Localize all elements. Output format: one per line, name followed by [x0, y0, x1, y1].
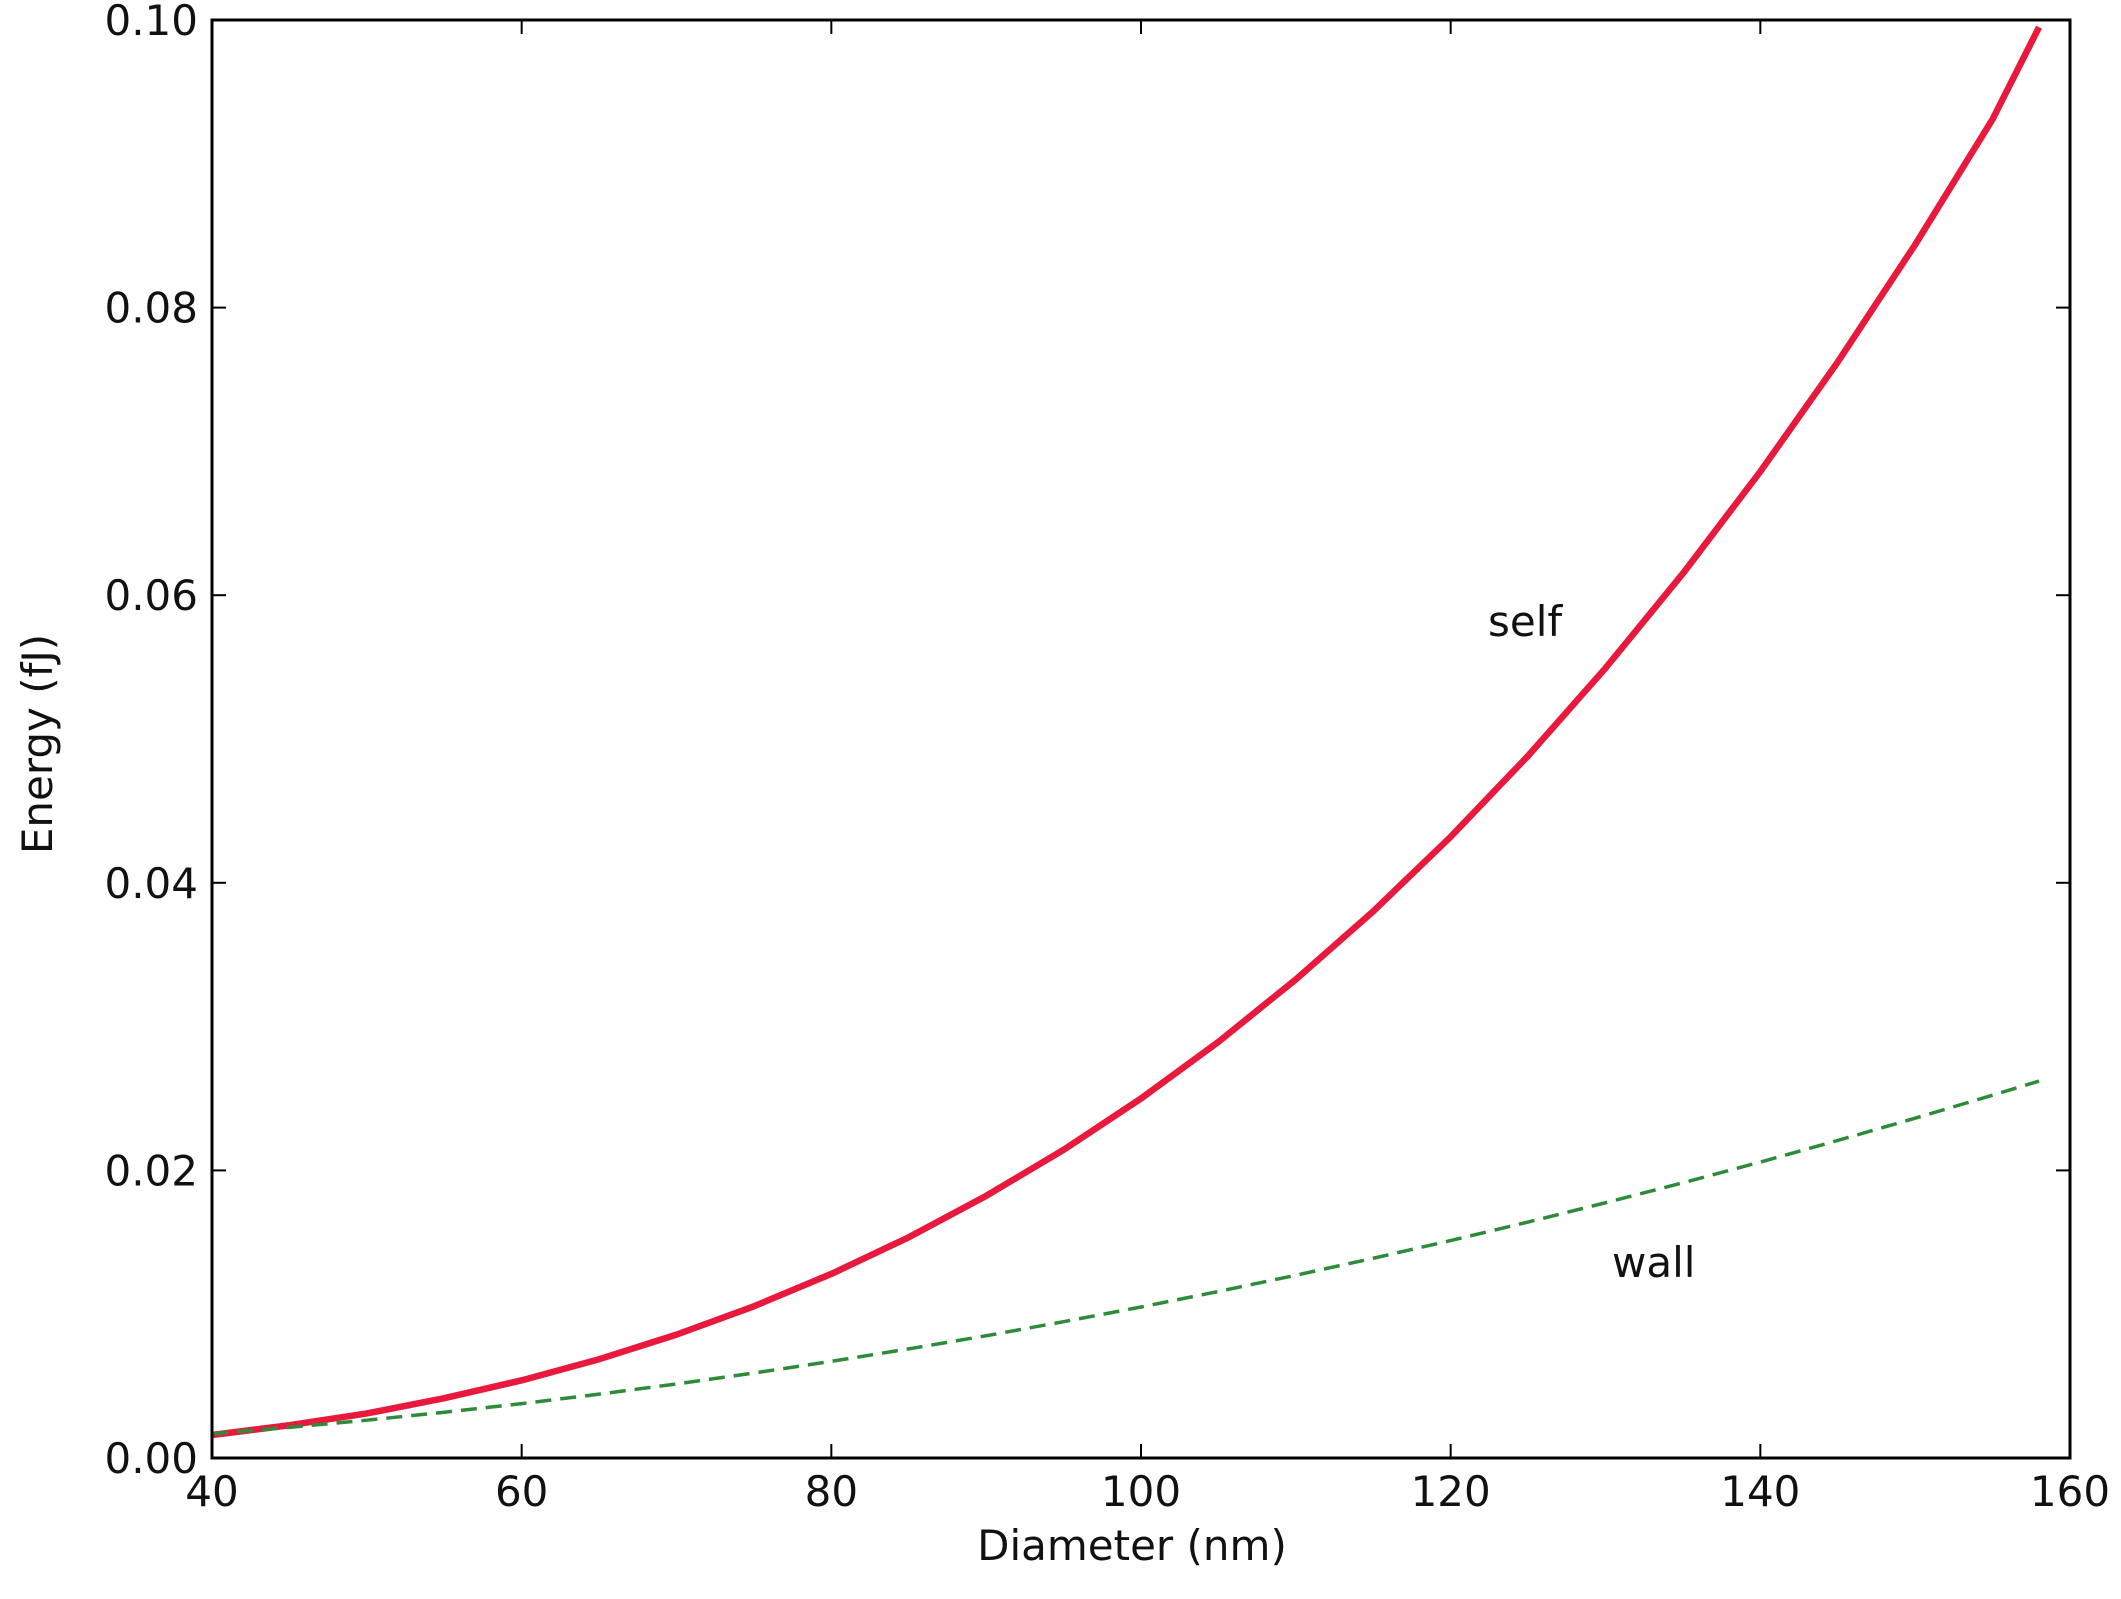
y-tick-label: 0.02: [104, 1146, 198, 1195]
x-tick-label: 100: [1101, 1467, 1181, 1516]
series-label: self: [1488, 597, 1563, 646]
x-tick-label: 40: [185, 1467, 238, 1516]
y-tick-label: 0.04: [104, 859, 198, 908]
y-tick-label: 0.00: [104, 1434, 198, 1483]
y-tick-label: 0.06: [104, 571, 198, 620]
x-tick-label: 160: [2030, 1467, 2110, 1516]
series-line: [211, 25, 2042, 1439]
y-tick-label: 0.10: [104, 0, 198, 45]
series-label: wall: [1612, 1238, 1695, 1287]
y-axis-label: Energy (fJ): [13, 634, 62, 854]
plot-frame: [210, 18, 2072, 1460]
x-axis-label: Diameter (nm): [977, 1521, 1287, 1570]
x-tick-label: 140: [1720, 1467, 1800, 1516]
x-tick-label: 80: [805, 1467, 858, 1516]
y-tick-label: 0.08: [104, 284, 198, 333]
x-tick-label: 120: [1411, 1467, 1491, 1516]
series-line: [211, 1079, 2040, 1436]
x-tick-label: 60: [495, 1467, 548, 1516]
